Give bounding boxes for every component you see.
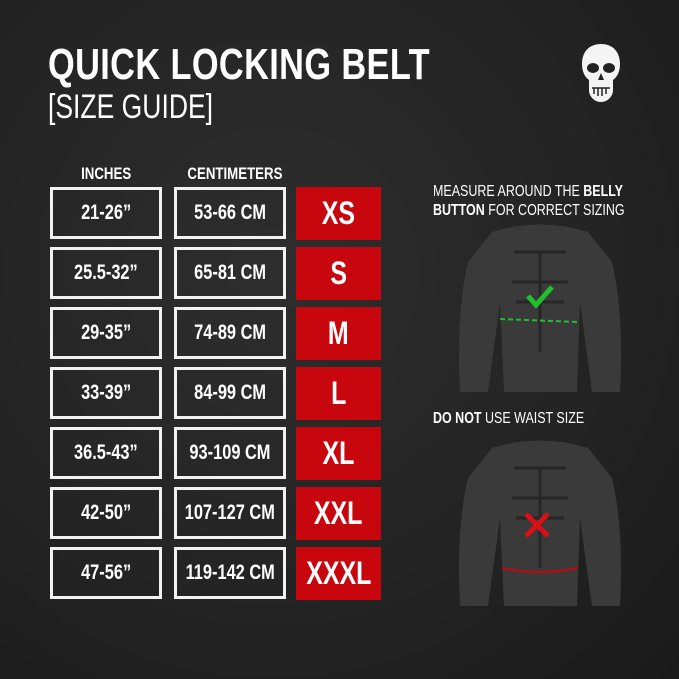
inches-cell: 25.5-32” [50, 247, 162, 299]
torso-wrong-image [459, 440, 621, 606]
size-label: XS [296, 187, 381, 240]
centimeters-cell: 74-89 CM [174, 307, 286, 359]
size-label: L [296, 367, 381, 420]
centimeters-cell: 119-142 CM [174, 547, 286, 599]
size-label: XXXL [296, 547, 381, 600]
header-centimeters: CENTIMETERS [187, 164, 283, 183]
inches-cell: 36.5-43” [50, 427, 162, 479]
inches-cell: 33-39” [50, 367, 162, 419]
avoid-instruction: DO NOT USE WAIST SIZE [433, 410, 585, 427]
inches-cell: 47-56” [50, 547, 162, 599]
page-title: QUICK LOCKING BELT [48, 40, 430, 89]
centimeters-cell: 53-66 CM [174, 187, 286, 239]
x-icon [524, 512, 550, 538]
page-subtitle: [SIZE GUIDE] [48, 88, 214, 126]
centimeters-cell: 84-99 CM [174, 367, 286, 419]
size-label: XXL [296, 487, 381, 540]
centimeters-cell: 107-127 CM [174, 487, 286, 539]
size-label: XL [296, 427, 381, 480]
centimeters-cell: 65-81 CM [174, 247, 286, 299]
header-inches: INCHES [80, 164, 132, 183]
inches-cell: 42-50” [50, 487, 162, 539]
check-icon [526, 285, 554, 309]
inches-cell: 29-35” [50, 307, 162, 359]
skull-logo-icon [582, 44, 620, 102]
torso-correct-image [459, 224, 621, 392]
centimeters-cell: 93-109 CM [174, 427, 286, 479]
inches-cell: 21-26” [50, 187, 162, 239]
size-label: M [296, 307, 381, 360]
size-label: S [296, 247, 381, 300]
measure-instruction: MEASURE AROUND THE BELLY BUTTON FOR CORRE… [433, 183, 625, 219]
